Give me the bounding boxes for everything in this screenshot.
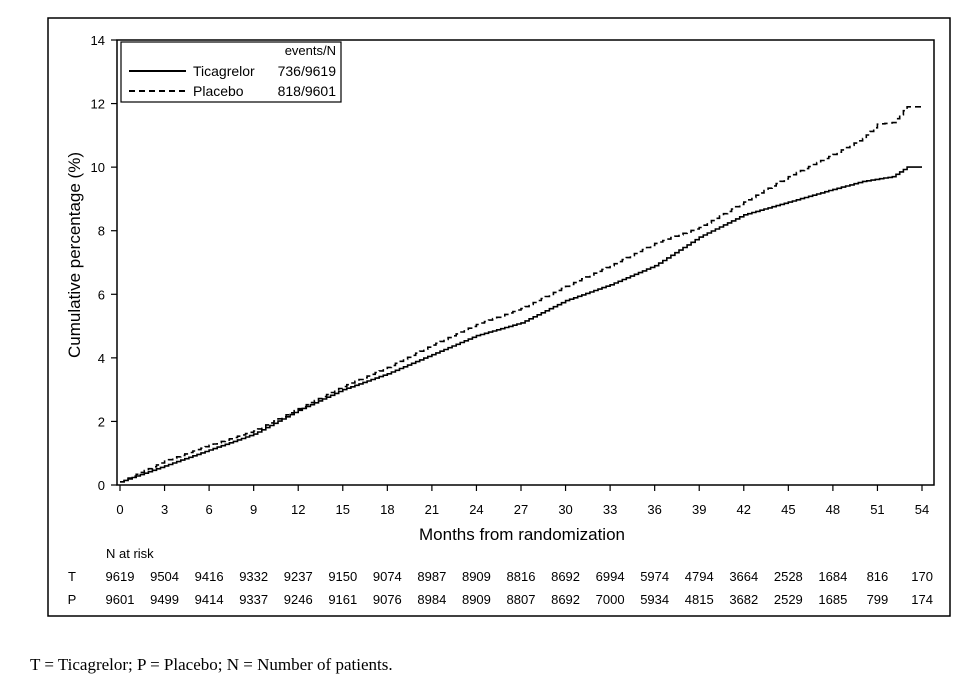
risk-cell: 6994 bbox=[596, 569, 625, 584]
risk-cell: 174 bbox=[911, 592, 933, 607]
risk-cell: 9499 bbox=[150, 592, 179, 607]
risk-cell: 8692 bbox=[551, 592, 580, 607]
risk-cell: 9504 bbox=[150, 569, 179, 584]
risk-cell: 9161 bbox=[328, 592, 357, 607]
y-tick-label: 0 bbox=[98, 478, 105, 493]
risk-cell: 9414 bbox=[195, 592, 224, 607]
risk-cell: 8987 bbox=[417, 569, 446, 584]
legend: events/N Ticagrelor 736/9619 Placebo 818… bbox=[120, 41, 342, 103]
risk-cell: 9237 bbox=[284, 569, 313, 584]
x-axis: 0 3 6 9 12 15 18 21 24 27 30 33 36 39 42 45 48 51 54 bbox=[116, 485, 929, 517]
risk-cell: 9416 bbox=[195, 569, 224, 584]
risk-cell: 9337 bbox=[239, 592, 268, 607]
x-tick-label: 42 bbox=[737, 502, 751, 517]
x-tick-label: 3 bbox=[161, 502, 168, 517]
risk-table: N at risk T 9619 9504 9416 9332 9237 9150 9074 8… bbox=[68, 546, 933, 607]
x-tick-label: 24 bbox=[469, 502, 483, 517]
x-tick-label: 54 bbox=[915, 502, 929, 517]
y-tick-label: 6 bbox=[98, 287, 105, 302]
risk-row-label: T bbox=[68, 569, 76, 584]
x-tick-label: 51 bbox=[870, 502, 884, 517]
legend-events-placebo: 818/9601 bbox=[278, 83, 337, 99]
risk-cell: 8816 bbox=[507, 569, 536, 584]
risk-cell: 5934 bbox=[640, 592, 669, 607]
risk-cell: 3682 bbox=[729, 592, 758, 607]
legend-header: events/N bbox=[285, 43, 336, 58]
risk-cell: 2528 bbox=[774, 569, 803, 584]
x-tick-label: 15 bbox=[336, 502, 350, 517]
risk-row-label: P bbox=[68, 592, 77, 607]
y-tick-label: 12 bbox=[91, 97, 105, 112]
risk-cell: 9601 bbox=[106, 592, 135, 607]
x-tick-label: 33 bbox=[603, 502, 617, 517]
x-tick-label: 21 bbox=[425, 502, 439, 517]
series-layer bbox=[120, 106, 922, 483]
risk-cell: 9246 bbox=[284, 592, 313, 607]
x-tick-label: 30 bbox=[558, 502, 572, 517]
risk-cell: 170 bbox=[911, 569, 933, 584]
x-tick-label: 12 bbox=[291, 502, 305, 517]
risk-cell: 4815 bbox=[685, 592, 714, 607]
risk-cell: 9150 bbox=[328, 569, 357, 584]
risk-cell: 8909 bbox=[462, 592, 491, 607]
y-axis: 0 2 4 6 8 10 12 14 bbox=[91, 33, 117, 493]
risk-cell: 9619 bbox=[106, 569, 135, 584]
x-tick-label: 0 bbox=[116, 502, 123, 517]
plot-frame bbox=[116, 39, 935, 486]
risk-cell: 799 bbox=[867, 592, 889, 607]
x-tick-label: 39 bbox=[692, 502, 706, 517]
x-tick-label: 36 bbox=[647, 502, 661, 517]
y-tick-label: 10 bbox=[91, 160, 105, 175]
risk-cell: 2529 bbox=[774, 592, 803, 607]
legend-label-placebo: Placebo bbox=[193, 83, 244, 99]
risk-cell: 4794 bbox=[685, 569, 714, 584]
risk-table-rows: T 9619 9504 9416 9332 9237 9150 9074 8987 8909 881… bbox=[68, 569, 933, 607]
x-axis-label: Months from randomization bbox=[419, 525, 625, 544]
y-tick-label: 2 bbox=[98, 414, 105, 429]
outer-frame bbox=[47, 17, 951, 617]
legend-label-ticagrelor: Ticagrelor bbox=[193, 63, 255, 79]
risk-table-title: N at risk bbox=[106, 546, 154, 561]
risk-cell: 9332 bbox=[239, 569, 268, 584]
risk-cell: 8984 bbox=[417, 592, 446, 607]
series-line-placebo bbox=[120, 106, 922, 483]
x-tick-label: 9 bbox=[250, 502, 257, 517]
legend-events-ticagrelor: 736/9619 bbox=[278, 63, 337, 79]
series-line-ticagrelor bbox=[120, 166, 922, 483]
risk-cell: 8909 bbox=[462, 569, 491, 584]
risk-cell: 8692 bbox=[551, 569, 580, 584]
y-tick-label: 14 bbox=[91, 33, 105, 48]
risk-cell: 7000 bbox=[596, 592, 625, 607]
risk-cell: 5974 bbox=[640, 569, 669, 584]
x-tick-label: 45 bbox=[781, 502, 795, 517]
x-tick-label: 27 bbox=[514, 502, 528, 517]
x-tick-label: 18 bbox=[380, 502, 394, 517]
y-tick-label: 8 bbox=[98, 224, 105, 239]
footnote: T = Ticagrelor; P = Placebo; N = Number … bbox=[30, 655, 393, 674]
risk-cell: 816 bbox=[867, 569, 889, 584]
x-tick-label: 6 bbox=[205, 502, 212, 517]
risk-cell: 9076 bbox=[373, 592, 402, 607]
risk-cell: 1684 bbox=[818, 569, 847, 584]
risk-cell: 8807 bbox=[507, 592, 536, 607]
risk-cell: 3664 bbox=[729, 569, 758, 584]
y-tick-label: 4 bbox=[98, 351, 105, 366]
risk-cell: 9074 bbox=[373, 569, 402, 584]
x-tick-label: 48 bbox=[826, 502, 840, 517]
risk-cell: 1685 bbox=[818, 592, 847, 607]
y-axis-label: Cumulative percentage (%) bbox=[65, 152, 84, 358]
